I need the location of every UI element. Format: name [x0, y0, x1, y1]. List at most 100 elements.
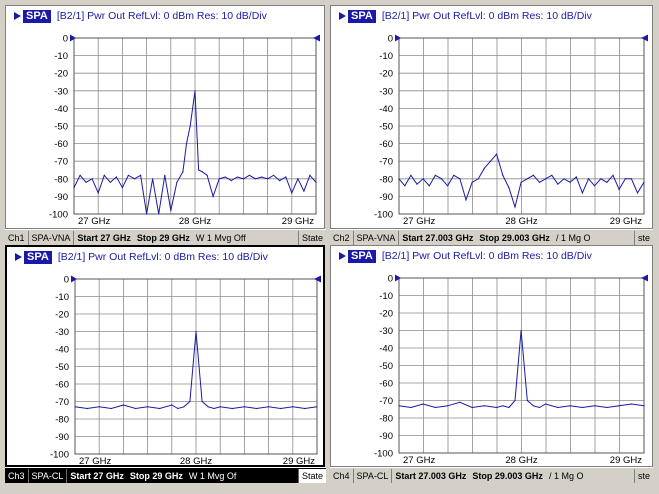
trace-point [538, 406, 541, 409]
trace-point [147, 406, 149, 408]
y-tick-label: -10 [55, 292, 69, 303]
plot-frame [398, 37, 645, 215]
trace-point [520, 181, 522, 183]
state-button[interactable]: ste [633, 468, 653, 483]
trace-point [164, 174, 166, 176]
y-tick-label: -60 [54, 139, 68, 150]
trace-settings-label: [B2/1] Pwr Out RefLvl: 0 dBm Res: 10 dB/… [56, 10, 267, 22]
trace-point [496, 153, 498, 155]
trace-point [581, 192, 583, 194]
trace-point [315, 181, 317, 183]
trace-point [182, 171, 184, 173]
trace-point [285, 176, 287, 178]
start-frequency[interactable]: Start 27 GHz [77, 232, 131, 243]
measurement-mode-label[interactable]: SPA-CL [354, 468, 393, 483]
trace-point [231, 407, 233, 410]
trace-point [398, 178, 400, 180]
start-frequency[interactable]: Start 27.003 GHz [395, 470, 467, 481]
measurement-mode-label[interactable]: SPA-VNA [29, 230, 75, 245]
trace-point [477, 178, 479, 180]
reference-level-marker-icon [314, 275, 321, 283]
measurement-badge[interactable]: SPA [348, 9, 376, 23]
trace-panel-3[interactable]: SPA [B2/1] Pwr Out RefLvl: 0 dBm Res: 10 … [5, 245, 325, 467]
measurement-badge[interactable]: SPA [23, 9, 51, 23]
y-tick-label: -60 [55, 380, 69, 391]
trace-point [489, 160, 492, 162]
x-tick-label: 28 GHz [505, 216, 537, 227]
trace-point [292, 406, 294, 408]
trace-point [73, 187, 75, 189]
spectrum-chart: 0 -10 -20 -30 -40 -50 -60 -70 -80 -90 -100 27 GHz 28… [374, 274, 648, 466]
stop-frequency[interactable]: Stop 29 GHz [129, 470, 183, 481]
trace-point [303, 190, 305, 192]
state-button[interactable]: State [297, 230, 326, 245]
trace-header: SPA [B2/1] Pwr Out RefLvl: 0 dBm Res: 10 … [15, 250, 268, 264]
stop-frequency[interactable]: Stop 29.003 GHz [472, 470, 543, 481]
trace-point [177, 407, 179, 410]
trace-point [122, 404, 124, 406]
x-tick-label: 28 GHz [179, 216, 211, 227]
trace-point [146, 213, 148, 215]
reference-level-marker-icon [641, 274, 648, 282]
y-tick-label: -70 [379, 396, 393, 407]
start-frequency[interactable]: Start 27 GHz [70, 470, 124, 481]
trace-point [224, 176, 226, 178]
channel-label[interactable]: Ch3 [5, 468, 29, 483]
y-tick-label: -80 [54, 174, 68, 185]
measurement-badge[interactable]: SPA [348, 249, 376, 263]
channel-label[interactable]: Ch1 [5, 230, 29, 245]
channel-label[interactable]: Ch2 [330, 230, 354, 245]
trace-point [410, 406, 412, 409]
start-frequency[interactable]: Start 27.003 GHz [402, 232, 474, 243]
spectrum-chart: 0 -10 -20 -30 -40 -50 -60 -70 -80 -90 -100 27 GHz 28… [50, 275, 321, 467]
measurement-mode-label[interactable]: SPA-VNA [354, 230, 400, 245]
x-tick-label: 28 GHz [180, 456, 212, 467]
trace-point [551, 174, 553, 176]
trace-header: SPA [B2/1] Pwr Out RefLvl: 0 dBm Res: 10 … [14, 9, 267, 23]
trace-marker-icon [339, 252, 346, 260]
stop-frequency[interactable]: Stop 29 GHz [136, 232, 190, 243]
trace-point [434, 406, 436, 409]
averaging-status: W 1 Mvg Off [195, 232, 246, 243]
trace-point [612, 174, 614, 176]
trace-point [520, 329, 522, 332]
measurement-badge[interactable]: SPA [24, 250, 52, 264]
y-tick-label: 0 [64, 275, 69, 286]
trace-point [243, 406, 245, 408]
trace-panel-1[interactable]: SPA [B2/1] Pwr Out RefLvl: 0 dBm Res: 10 … [5, 5, 325, 229]
y-tick-label: 0 [388, 34, 393, 45]
stop-frequency[interactable]: Stop 29.003 GHz [479, 232, 550, 243]
trace-panel-2[interactable]: SPA [B2/1] Pwr Out RefLvl: 0 dBm Res: 10 … [330, 5, 653, 229]
trace-point [447, 185, 449, 187]
trace-point [304, 407, 306, 410]
y-tick-label: -90 [55, 432, 69, 443]
trace-point [248, 174, 250, 176]
measurement-mode-label[interactable]: SPA-CL [29, 468, 68, 483]
trace-marker-icon [14, 12, 21, 20]
trace-point [170, 209, 172, 212]
trace-point [416, 183, 418, 185]
trace-point [514, 206, 516, 208]
x-tick-label: 27 GHz [403, 216, 435, 227]
trace-point [453, 174, 455, 176]
state-button[interactable]: State [297, 468, 326, 483]
state-button[interactable]: ste [633, 230, 653, 245]
x-tick-label: 29 GHz [283, 456, 315, 467]
trace-point [600, 178, 602, 180]
trace-point [545, 178, 547, 180]
trace-point [502, 405, 504, 407]
spectrum-chart: 0 -10 -20 -30 -40 -50 -60 -70 -80 -90 -100 27 GHz 28… [374, 34, 648, 227]
trace-panel-4[interactable]: SPA [B2/1] Pwr Out RefLvl: 0 dBm Res: 10 … [330, 245, 653, 467]
trace-point [236, 176, 238, 178]
trace-point [206, 174, 208, 176]
y-tick-label: -60 [379, 139, 393, 150]
x-tick-label: 29 GHz [282, 216, 314, 227]
trace-point [606, 406, 608, 409]
channel-status-bar: Ch1 SPA-VNA Start 27 GHz Stop 29 GHz W 1 Mvg… [5, 229, 326, 245]
channel-label[interactable]: Ch4 [330, 468, 354, 483]
trace-marker-icon [339, 12, 346, 20]
y-tick-label: -80 [379, 174, 393, 185]
y-tick-label: -10 [379, 291, 393, 302]
trace-point [134, 407, 137, 410]
trace-point [447, 405, 449, 407]
